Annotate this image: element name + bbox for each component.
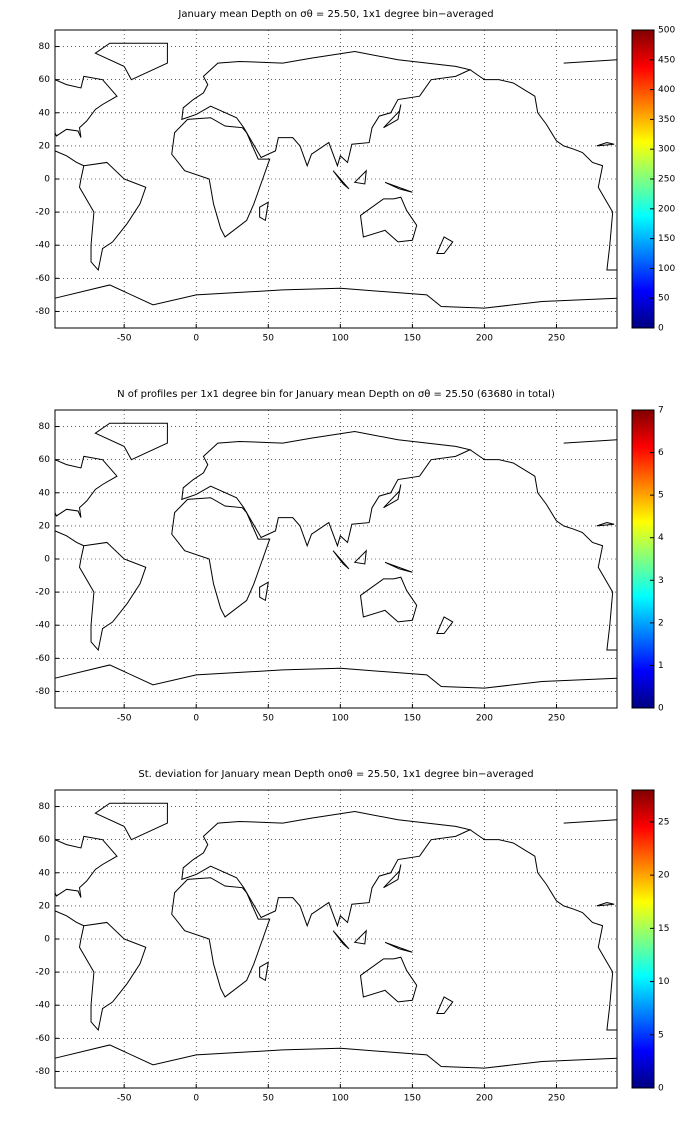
x-tick-label: 100 [332, 714, 349, 724]
x-tick-label: 250 [548, 1094, 565, 1104]
x-tick-label: 50 [263, 1094, 275, 1104]
colorbar-label: 100 [658, 264, 675, 274]
y-tick-label: -60 [35, 1034, 50, 1044]
y-tick-label: 0 [44, 555, 50, 565]
x-tick-label: -50 [117, 334, 132, 344]
y-tick-label: -60 [35, 654, 50, 664]
plot-frame [54, 29, 618, 329]
plot-frame [54, 789, 618, 1089]
y-tick-label: 60 [39, 75, 51, 85]
y-tick-label: 0 [44, 175, 50, 185]
x-tick-label: 50 [263, 334, 275, 344]
x-tick-label: -50 [117, 1094, 132, 1104]
y-tick-label: 60 [39, 455, 51, 465]
colorbar-label: 20 [658, 871, 670, 881]
colorbar-label: 450 [658, 55, 675, 65]
x-tick-label: 250 [548, 334, 565, 344]
colorbar-label: 0 [658, 704, 664, 714]
colorbar-label: 150 [658, 234, 675, 244]
x-tick-label: 100 [332, 1094, 349, 1104]
colorbar [631, 789, 655, 1089]
x-tick-label: 150 [404, 714, 421, 724]
x-tick-label: 0 [193, 334, 199, 344]
y-tick-label: 80 [39, 422, 51, 432]
colorbar-label: 25 [658, 817, 669, 827]
y-tick-label: -80 [35, 1067, 50, 1077]
colorbar [631, 409, 655, 709]
colorbar-label: 5 [658, 1030, 664, 1040]
panel-title: January mean Depth on σθ = 25.50, 1x1 de… [177, 9, 493, 20]
colorbar-label: 500 [658, 26, 675, 36]
y-tick-label: -20 [35, 588, 50, 598]
y-tick-label: 40 [39, 868, 51, 878]
panel-title: St. deviation for January mean Depth onσ… [138, 769, 533, 780]
colorbar-label: 10 [658, 977, 670, 987]
x-tick-label: 200 [476, 714, 493, 724]
y-tick-label: -40 [35, 241, 50, 251]
y-tick-label: 0 [44, 935, 50, 945]
colorbar-label: 3 [658, 576, 664, 586]
y-tick-label: 80 [39, 802, 51, 812]
x-tick-label: 100 [332, 334, 349, 344]
plot-frame [54, 409, 618, 709]
colorbar-label: 0 [658, 1084, 664, 1094]
y-tick-label: -60 [35, 274, 50, 284]
x-tick-label: 0 [193, 714, 199, 724]
y-tick-label: 20 [39, 141, 51, 151]
colorbar-label: 300 [658, 145, 675, 155]
y-tick-label: -40 [35, 1001, 50, 1011]
x-tick-label: 150 [404, 1094, 421, 1104]
x-tick-label: 200 [476, 334, 493, 344]
y-tick-label: 60 [39, 835, 51, 845]
x-tick-label: -50 [117, 714, 132, 724]
colorbar-label: 6 [658, 448, 664, 458]
y-tick-label: -80 [35, 307, 50, 317]
colorbar-label: 400 [658, 85, 675, 95]
colorbar-label: 4 [658, 533, 664, 543]
panel-title: N of profiles per 1x1 degree bin for Jan… [117, 389, 555, 400]
y-tick-label: -80 [35, 687, 50, 697]
y-tick-label: 20 [39, 521, 51, 531]
colorbar-label: 5 [658, 491, 664, 501]
colorbar-label: 1 [658, 661, 664, 671]
y-tick-label: 40 [39, 108, 51, 118]
y-tick-label: -20 [35, 208, 50, 218]
colorbar-label: 15 [658, 924, 669, 934]
x-tick-label: 250 [548, 714, 565, 724]
y-tick-label: 40 [39, 488, 51, 498]
y-tick-label: 20 [39, 901, 51, 911]
colorbar-label: 250 [658, 175, 675, 185]
y-tick-label: 80 [39, 42, 51, 52]
y-tick-label: -20 [35, 968, 50, 978]
colorbar-label: 350 [658, 115, 675, 125]
y-tick-label: -40 [35, 621, 50, 631]
colorbar-label: 2 [658, 618, 664, 628]
colorbar-label: 200 [658, 204, 675, 214]
x-tick-label: 200 [476, 1094, 493, 1104]
x-tick-label: 150 [404, 334, 421, 344]
x-tick-label: 50 [263, 714, 275, 724]
colorbar-label: 50 [658, 294, 670, 304]
x-tick-label: 0 [193, 1094, 199, 1104]
colorbar-label: 7 [658, 406, 664, 416]
colorbar-label: 0 [658, 324, 664, 334]
